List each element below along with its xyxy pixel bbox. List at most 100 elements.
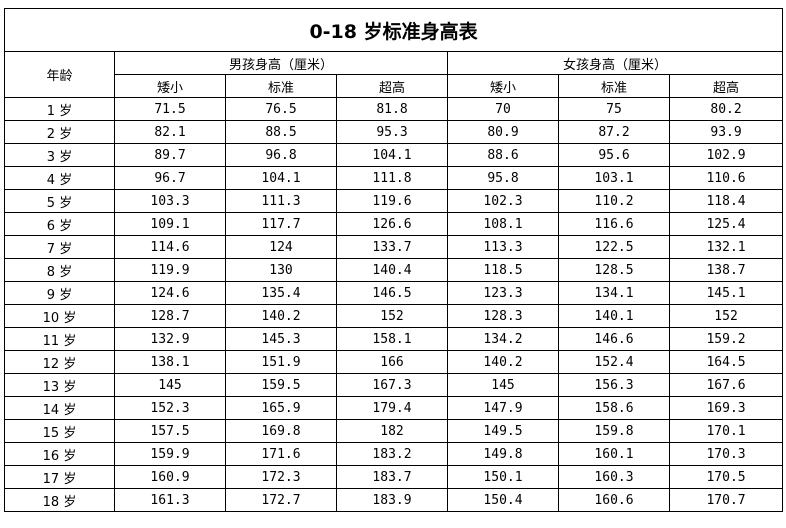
table-row: 11 岁 132.9 145.3 158.1 134.2 146.6 159.2 xyxy=(4,327,784,351)
girls-tall-cell: 110.6 xyxy=(668,166,784,190)
girls-tall-cell: 169.3 xyxy=(668,396,784,420)
boys-tall-cell: 126.6 xyxy=(336,212,448,236)
girls-short-cell: 70 xyxy=(447,97,559,121)
table-row: 5 岁 103.3 111.3 119.6 102.3 110.2 118.4 xyxy=(4,189,784,213)
boys-tall-cell: 183.2 xyxy=(336,442,448,466)
age-cell: 6 岁 xyxy=(4,212,115,236)
boys-short-cell: 157.5 xyxy=(114,419,226,443)
age-cell: 9 岁 xyxy=(4,281,115,305)
girls-short-cell: 128.3 xyxy=(447,304,559,328)
table-row: 8 岁 119.9 130 140.4 118.5 128.5 138.7 xyxy=(4,258,784,282)
table-header: 0-18 岁标准身高表 年龄 男孩身高（厘米） 女孩身高（厘米） 矮小 标准 超… xyxy=(3,8,784,98)
age-cell: 3 岁 xyxy=(4,143,115,167)
girls-tall-cell: 170.1 xyxy=(668,419,784,443)
table-row: 7 岁 114.6 124 133.7 113.3 122.5 132.1 xyxy=(4,235,784,259)
girls-group-header: 女孩身高（厘米） xyxy=(446,51,784,75)
boys-standard-cell: 172.3 xyxy=(225,465,337,489)
table-row: 9 岁 124.6 135.4 146.5 123.3 134.1 145.1 xyxy=(4,281,784,305)
boys-standard-cell: 169.8 xyxy=(225,419,337,443)
boys-tall-cell: 95.3 xyxy=(336,120,448,144)
boys-tall-cell: 81.8 xyxy=(336,97,448,121)
boys-short-cell: 128.7 xyxy=(114,304,226,328)
girls-tall-cell: 118.4 xyxy=(668,189,784,213)
girls-standard-cell: 116.6 xyxy=(558,212,670,236)
girls-short-cell: 102.3 xyxy=(447,189,559,213)
boys-standard-cell: 88.5 xyxy=(225,120,337,144)
boys-tall-cell: 166 xyxy=(336,350,448,374)
table-title: 0-18 岁标准身高表 xyxy=(3,8,784,52)
boys-short-cell: 96.7 xyxy=(114,166,226,190)
boys-standard-cell: 104.1 xyxy=(225,166,337,190)
girls-standard-cell: 75 xyxy=(558,97,670,121)
age-cell: 13 岁 xyxy=(4,373,115,397)
boys-standard-cell: 124 xyxy=(225,235,337,259)
boys-standard-cell: 96.8 xyxy=(225,143,337,167)
girls-tall-cell: 167.6 xyxy=(668,373,784,397)
age-cell: 15 岁 xyxy=(4,419,115,443)
girls-short-cell: 150.4 xyxy=(447,488,559,512)
boys-tall-cell: 140.4 xyxy=(336,258,448,282)
boys-short-cell: 161.3 xyxy=(114,488,226,512)
age-cell: 1 岁 xyxy=(4,97,115,121)
table-row: 15 岁 157.5 169.8 182 149.5 159.8 170.1 xyxy=(4,419,784,443)
girls-standard-cell: 103.1 xyxy=(558,166,670,190)
girls-standard-cell: 122.5 xyxy=(558,235,670,259)
sub-header-row: 矮小 标准 超高 矮小 标准 超高 xyxy=(5,74,784,98)
boys-standard-cell: 172.7 xyxy=(225,488,337,512)
age-cell: 12 岁 xyxy=(4,350,115,374)
girls-short-cell: 149.5 xyxy=(447,419,559,443)
girls-standard-cell: 152.4 xyxy=(558,350,670,374)
girls-standard-cell: 156.3 xyxy=(558,373,670,397)
age-cell: 11 岁 xyxy=(4,327,115,351)
girls-short-header: 矮小 xyxy=(447,74,559,98)
boys-standard-cell: 76.5 xyxy=(225,97,337,121)
height-table-sheet: 0-18 岁标准身高表 年龄 男孩身高（厘米） 女孩身高（厘米） 矮小 标准 超… xyxy=(3,8,784,512)
age-cell: 17 岁 xyxy=(4,465,115,489)
table-row: 2 岁 82.1 88.5 95.3 80.9 87.2 93.9 xyxy=(4,120,784,144)
age-cell: 7 岁 xyxy=(4,235,115,259)
table-row: 16 岁 159.9 171.6 183.2 149.8 160.1 170.3 xyxy=(4,442,784,466)
girls-standard-cell: 110.2 xyxy=(558,189,670,213)
girls-short-cell: 118.5 xyxy=(447,258,559,282)
boys-standard-cell: 145.3 xyxy=(225,327,337,351)
girls-short-cell: 134.2 xyxy=(447,327,559,351)
boys-standard-cell: 130 xyxy=(225,258,337,282)
boys-short-cell: 103.3 xyxy=(114,189,226,213)
girls-standard-cell: 146.6 xyxy=(558,327,670,351)
boys-tall-cell: 133.7 xyxy=(336,235,448,259)
boys-short-header: 矮小 xyxy=(114,74,226,98)
girls-standard-cell: 87.2 xyxy=(558,120,670,144)
boys-tall-cell: 104.1 xyxy=(336,143,448,167)
age-cell: 16 岁 xyxy=(4,442,115,466)
girls-short-cell: 147.9 xyxy=(447,396,559,420)
table-row: 12 岁 138.1 151.9 166 140.2 152.4 164.5 xyxy=(4,350,784,374)
boys-tall-cell: 158.1 xyxy=(336,327,448,351)
girls-tall-cell: 93.9 xyxy=(668,120,784,144)
boys-standard-cell: 140.2 xyxy=(225,304,337,328)
girls-short-cell: 123.3 xyxy=(447,281,559,305)
girls-short-cell: 95.8 xyxy=(447,166,559,190)
boys-standard-cell: 151.9 xyxy=(225,350,337,374)
boys-tall-header: 超高 xyxy=(336,74,448,98)
table-row: 18 岁 161.3 172.7 183.9 150.4 160.6 170.7 xyxy=(4,488,784,512)
boys-group-header: 男孩身高（厘米） xyxy=(114,51,448,75)
boys-tall-cell: 183.7 xyxy=(336,465,448,489)
boys-tall-cell: 146.5 xyxy=(336,281,448,305)
girls-standard-cell: 160.1 xyxy=(558,442,670,466)
boys-tall-cell: 111.8 xyxy=(336,166,448,190)
age-cell: 2 岁 xyxy=(4,120,115,144)
boys-standard-cell: 111.3 xyxy=(225,189,337,213)
age-cell: 18 岁 xyxy=(4,488,115,512)
girls-tall-header: 超高 xyxy=(668,74,784,98)
age-cell: 10 岁 xyxy=(4,304,115,328)
girls-tall-cell: 132.1 xyxy=(668,235,784,259)
boys-tall-cell: 179.4 xyxy=(336,396,448,420)
boys-standard-cell: 165.9 xyxy=(225,396,337,420)
boys-short-cell: 119.9 xyxy=(114,258,226,282)
girls-standard-cell: 159.8 xyxy=(558,419,670,443)
girls-tall-cell: 159.2 xyxy=(668,327,784,351)
boys-short-cell: 138.1 xyxy=(114,350,226,374)
boys-standard-cell: 159.5 xyxy=(225,373,337,397)
boys-short-cell: 82.1 xyxy=(114,120,226,144)
girls-short-cell: 108.1 xyxy=(447,212,559,236)
